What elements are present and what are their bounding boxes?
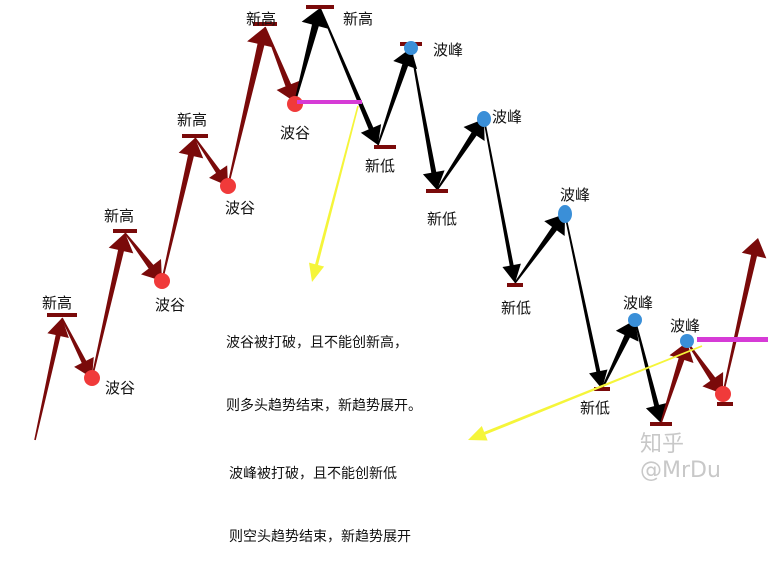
peak-dot bbox=[477, 111, 491, 127]
down-arrow bbox=[410, 47, 445, 191]
down-arrow bbox=[601, 320, 639, 390]
down-arrow bbox=[319, 7, 382, 146]
up-arrow bbox=[227, 27, 275, 187]
down-arrow bbox=[294, 8, 330, 103]
label-new-high: 新高 bbox=[246, 10, 276, 28]
label-trough: 波谷 bbox=[280, 124, 310, 142]
label-trough: 波谷 bbox=[155, 296, 185, 314]
label-new-low: 新低 bbox=[580, 399, 610, 417]
label-trough: 波谷 bbox=[225, 199, 255, 217]
trend-diagram: 新高 新高 新高 新高 新高 波谷 波谷 波谷 波谷 新低 新低 新低 新低 波… bbox=[34, 5, 768, 441]
extreme-bar bbox=[306, 5, 334, 9]
peak-dot bbox=[558, 205, 572, 223]
down-arrow bbox=[483, 118, 521, 283]
label-new-low: 新低 bbox=[365, 157, 395, 175]
label-new-low: 新低 bbox=[427, 210, 457, 228]
up-arrow bbox=[124, 232, 162, 281]
note-line: 则空头趋势结束，新趋势展开 bbox=[229, 529, 411, 545]
label-peak: 波峰 bbox=[492, 108, 522, 126]
extreme-bar bbox=[650, 422, 672, 426]
up-arrow bbox=[161, 138, 204, 282]
extreme-bar bbox=[594, 387, 610, 391]
trough-break-line bbox=[297, 100, 362, 104]
label-new-high: 新高 bbox=[104, 207, 134, 225]
extreme-bar bbox=[717, 402, 733, 406]
up-arrow bbox=[660, 342, 694, 424]
up-arrow bbox=[686, 341, 724, 394]
extreme-bar bbox=[47, 313, 77, 317]
up-arrow bbox=[194, 137, 228, 186]
extreme-bar bbox=[426, 189, 448, 193]
price-swing-arrows bbox=[34, 7, 767, 441]
peak-dot bbox=[628, 313, 642, 327]
peak-dot bbox=[680, 334, 694, 348]
watermark: 知乎 @MrDu bbox=[640, 432, 721, 483]
label-new-high: 新高 bbox=[177, 111, 207, 129]
label-new-high: 新高 bbox=[343, 10, 373, 28]
up-arrow bbox=[61, 317, 94, 378]
note-line: 波谷被打破，且不能创新高， bbox=[226, 335, 408, 351]
pointer-arrow bbox=[309, 105, 359, 283]
down-arrow bbox=[514, 214, 565, 284]
label-new-high: 新高 bbox=[42, 294, 72, 312]
pointer-arrow bbox=[468, 345, 703, 441]
peak-dot bbox=[404, 41, 418, 55]
peak-break-line bbox=[697, 337, 768, 342]
label-peak: 波峰 bbox=[670, 317, 700, 335]
note-line: 则多头趋势结束，新趋势展开。 bbox=[226, 398, 422, 414]
break-lines bbox=[297, 100, 768, 441]
label-peak: 波峰 bbox=[433, 41, 463, 59]
trough-dot bbox=[715, 386, 731, 402]
extreme-bar bbox=[253, 22, 277, 26]
label-peak: 波峰 bbox=[560, 186, 590, 204]
up-arrow bbox=[264, 26, 301, 102]
downtrend-end-note: 波峰被打破，且不能创新低 则空头趋势结束，新趋势展开 bbox=[229, 422, 411, 569]
label-new-low: 新低 bbox=[501, 299, 531, 317]
up-arrow bbox=[722, 238, 767, 395]
label-trough: 波谷 bbox=[105, 379, 135, 397]
extreme-bar bbox=[374, 145, 396, 149]
label-peak: 波峰 bbox=[623, 294, 653, 312]
extreme-bar bbox=[113, 229, 137, 233]
down-arrow bbox=[634, 319, 668, 423]
down-arrow bbox=[436, 119, 485, 191]
down-arrow bbox=[377, 48, 418, 146]
uptrend-end-note: 波谷被打破，且不能创新高， 则多头趋势结束，新趋势展开。 bbox=[226, 291, 422, 438]
trough-dot bbox=[84, 370, 100, 386]
trough-dot bbox=[220, 178, 236, 194]
up-arrow bbox=[34, 318, 69, 441]
down-arrow bbox=[564, 213, 608, 389]
trough-dot bbox=[154, 273, 170, 289]
extreme-bar bbox=[182, 134, 208, 138]
up-arrow bbox=[91, 233, 134, 379]
extreme-bar bbox=[507, 283, 523, 287]
